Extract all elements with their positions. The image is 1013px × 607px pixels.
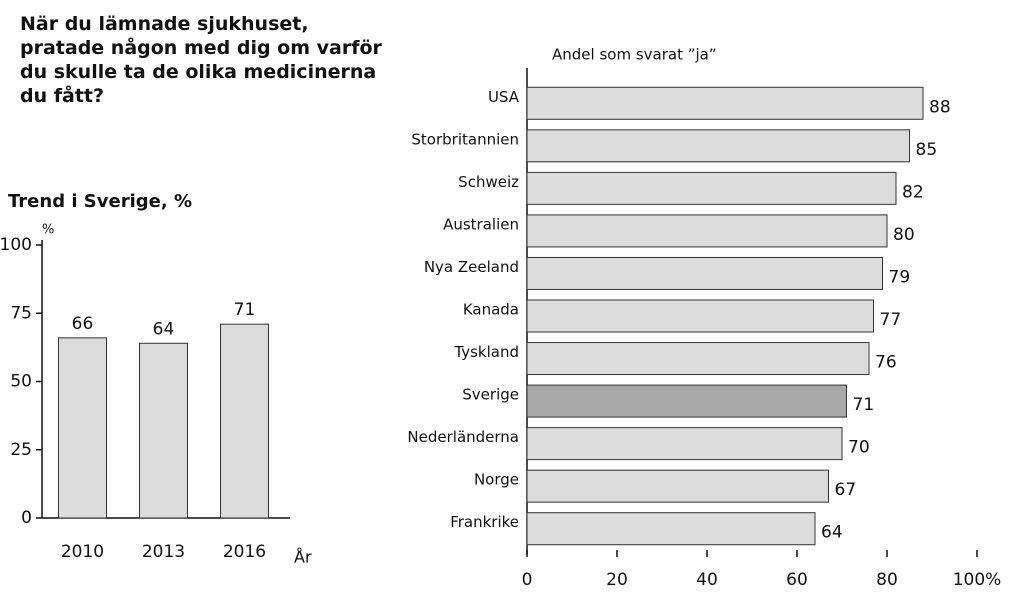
bar [526, 427, 843, 461]
value-label: 66 [72, 314, 94, 334]
x-axis-label: År [294, 548, 312, 567]
chart-title: Trend i Sverige, % [8, 191, 192, 212]
axis-label: Andel som svarat ”ja” [552, 46, 717, 64]
category-label: Kanada [463, 301, 519, 319]
bar [526, 129, 910, 163]
value-label: 70 [848, 438, 870, 458]
category-label: Tyskland [453, 343, 519, 361]
bar [526, 469, 829, 503]
value-label: 71 [234, 300, 256, 320]
category-label: Sverige [462, 386, 519, 404]
value-label: 82 [902, 182, 924, 202]
value-label: 77 [880, 310, 902, 330]
y-tick-label: 100 [0, 235, 32, 255]
x-tick-label: 80 [876, 570, 898, 590]
category-label: Nederländerna [407, 428, 519, 446]
category-label: Australien [443, 215, 519, 233]
value-label: 88 [929, 97, 951, 117]
category-label: Schweiz [458, 173, 519, 191]
y-axis-label: % [42, 223, 54, 238]
bar [139, 342, 188, 519]
value-label: 76 [875, 353, 897, 373]
value-label: 85 [916, 140, 938, 160]
y-tick-label: 50 [10, 372, 32, 392]
category-label: Storbritannien [411, 130, 519, 148]
bar [526, 256, 883, 290]
x-tick-label: 2013 [142, 542, 185, 562]
x-tick-label: 2010 [61, 542, 104, 562]
x-tick-label: 100% [953, 570, 1002, 590]
value-label: 71 [853, 395, 875, 415]
main-title: När du lämnade sjukhuset, pratade någon … [20, 13, 382, 107]
bar [526, 171, 897, 205]
value-label: 64 [153, 319, 175, 339]
x-tick-label: 60 [786, 570, 808, 590]
bar [526, 86, 924, 120]
x-tick-label: 40 [696, 570, 718, 590]
bar [58, 337, 107, 519]
bar [526, 214, 888, 248]
x-tick-label: 2016 [223, 542, 266, 562]
value-label: 80 [893, 225, 915, 245]
value-label: 64 [821, 523, 843, 543]
bar [526, 384, 847, 418]
category-label: USA [488, 88, 520, 106]
y-tick-label: 0 [21, 508, 32, 528]
category-label: Nya Zeeland [424, 258, 519, 276]
x-tick-label: 0 [522, 570, 533, 590]
bar [526, 512, 816, 546]
category-label: Norge [474, 471, 519, 489]
bar [526, 299, 874, 333]
y-tick-label: 25 [10, 440, 32, 460]
x-tick-label: 20 [606, 570, 628, 590]
value-label: 67 [835, 480, 857, 500]
bar [220, 323, 269, 519]
category-label: Frankrike [450, 513, 519, 531]
bar [526, 342, 870, 376]
value-label: 79 [889, 267, 911, 287]
y-tick-label: 75 [10, 303, 32, 323]
